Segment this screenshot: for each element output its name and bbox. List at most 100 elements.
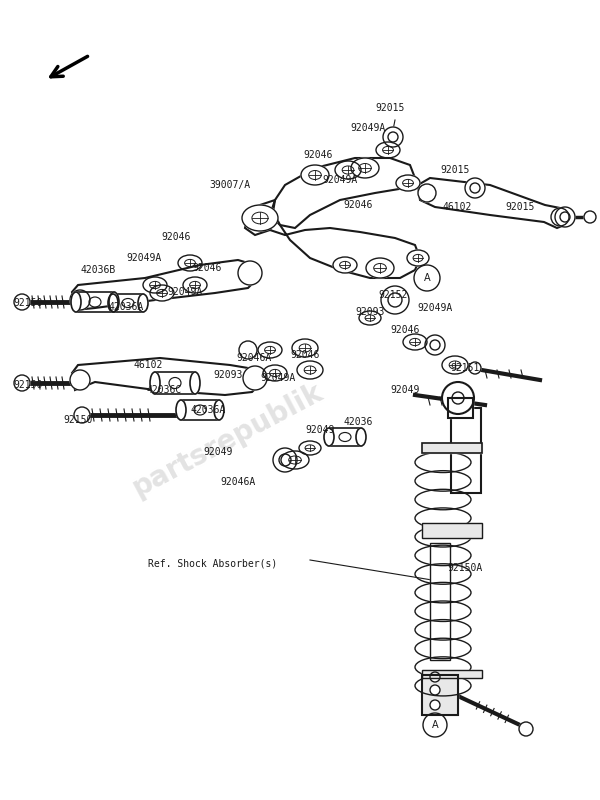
Text: 92049A: 92049A (260, 373, 296, 383)
Bar (155, 372, 195, 394)
Text: 42036B: 42036B (80, 265, 116, 275)
Ellipse shape (150, 372, 160, 394)
Bar (113, 294, 143, 312)
Circle shape (430, 685, 440, 695)
Text: 92151: 92151 (451, 363, 479, 373)
Bar (422, 523, 482, 538)
Text: 92049A: 92049A (127, 253, 161, 263)
Circle shape (381, 286, 409, 314)
Ellipse shape (71, 292, 81, 312)
Ellipse shape (190, 372, 200, 394)
Bar (181, 400, 219, 420)
Text: 92015: 92015 (440, 165, 470, 175)
Polygon shape (270, 215, 420, 278)
Text: 92152: 92152 (379, 290, 407, 300)
Bar (451, 408, 481, 493)
Circle shape (430, 700, 440, 710)
Ellipse shape (292, 339, 318, 357)
Ellipse shape (301, 165, 329, 185)
Bar (181, 400, 219, 420)
Text: 92046A: 92046A (236, 353, 272, 363)
Ellipse shape (143, 277, 167, 293)
Bar (329, 428, 361, 446)
Text: 92015: 92015 (376, 103, 404, 113)
Text: 92049A: 92049A (418, 303, 452, 313)
Text: 46102: 46102 (133, 360, 163, 370)
Text: 42036A: 42036A (109, 302, 143, 312)
Ellipse shape (442, 356, 468, 374)
Ellipse shape (109, 292, 119, 312)
Ellipse shape (150, 285, 174, 301)
Circle shape (70, 370, 90, 390)
Text: 46102: 46102 (442, 202, 472, 212)
Bar (329, 428, 361, 446)
Bar (422, 675, 458, 715)
Text: 92046A: 92046A (220, 477, 256, 487)
Circle shape (465, 178, 485, 198)
Text: 92150: 92150 (13, 380, 43, 390)
Polygon shape (270, 158, 415, 228)
Ellipse shape (396, 175, 420, 191)
Text: 92150: 92150 (13, 298, 43, 308)
Text: 92150: 92150 (64, 415, 92, 425)
Text: 42036: 42036 (343, 417, 373, 427)
Circle shape (14, 375, 30, 391)
Bar (76, 292, 114, 312)
Circle shape (584, 211, 596, 223)
Ellipse shape (351, 158, 379, 178)
Text: Ref. Shock Absorber(s): Ref. Shock Absorber(s) (148, 558, 278, 568)
Polygon shape (422, 443, 482, 453)
Bar (76, 292, 114, 312)
Text: partsrepublik: partsrepublik (128, 378, 328, 502)
Text: 42036C: 42036C (146, 385, 182, 395)
Text: 92049: 92049 (305, 425, 335, 435)
Ellipse shape (258, 342, 282, 358)
Circle shape (442, 382, 474, 414)
Ellipse shape (281, 451, 309, 469)
Ellipse shape (297, 361, 323, 379)
Text: 92150A: 92150A (448, 563, 482, 573)
Ellipse shape (108, 294, 118, 312)
Ellipse shape (138, 294, 148, 312)
Text: 92046: 92046 (161, 232, 191, 242)
Ellipse shape (376, 142, 400, 158)
Circle shape (452, 392, 464, 404)
Circle shape (14, 294, 30, 310)
Ellipse shape (324, 428, 334, 446)
Circle shape (423, 713, 447, 737)
Text: 92049A: 92049A (167, 287, 203, 297)
Text: 92049A: 92049A (322, 175, 358, 185)
Circle shape (430, 672, 440, 682)
Ellipse shape (214, 400, 224, 420)
Text: 42036A: 42036A (190, 405, 226, 415)
Circle shape (519, 722, 533, 736)
Ellipse shape (299, 441, 321, 455)
Circle shape (551, 208, 569, 226)
Ellipse shape (335, 161, 361, 179)
Bar (422, 523, 482, 538)
Text: 92049: 92049 (203, 447, 233, 457)
Circle shape (238, 261, 262, 285)
Text: 92046: 92046 (391, 325, 419, 335)
Bar (422, 675, 458, 715)
Ellipse shape (407, 250, 429, 266)
Polygon shape (245, 200, 275, 235)
Bar (155, 372, 195, 394)
Bar (430, 543, 450, 660)
Bar (422, 670, 482, 678)
Text: 92049A: 92049A (350, 123, 386, 133)
Text: 92015: 92015 (505, 202, 535, 212)
Text: 92093: 92093 (214, 370, 242, 380)
Text: 39007/A: 39007/A (209, 180, 251, 190)
Text: 92046: 92046 (193, 263, 221, 273)
Bar (448, 398, 473, 418)
Ellipse shape (263, 365, 287, 381)
Bar (451, 408, 481, 493)
Ellipse shape (333, 257, 357, 273)
Polygon shape (72, 358, 262, 395)
Circle shape (239, 341, 257, 359)
Circle shape (383, 127, 403, 147)
Bar (113, 294, 143, 312)
Text: A: A (424, 273, 430, 283)
Text: 92093: 92093 (355, 307, 385, 317)
